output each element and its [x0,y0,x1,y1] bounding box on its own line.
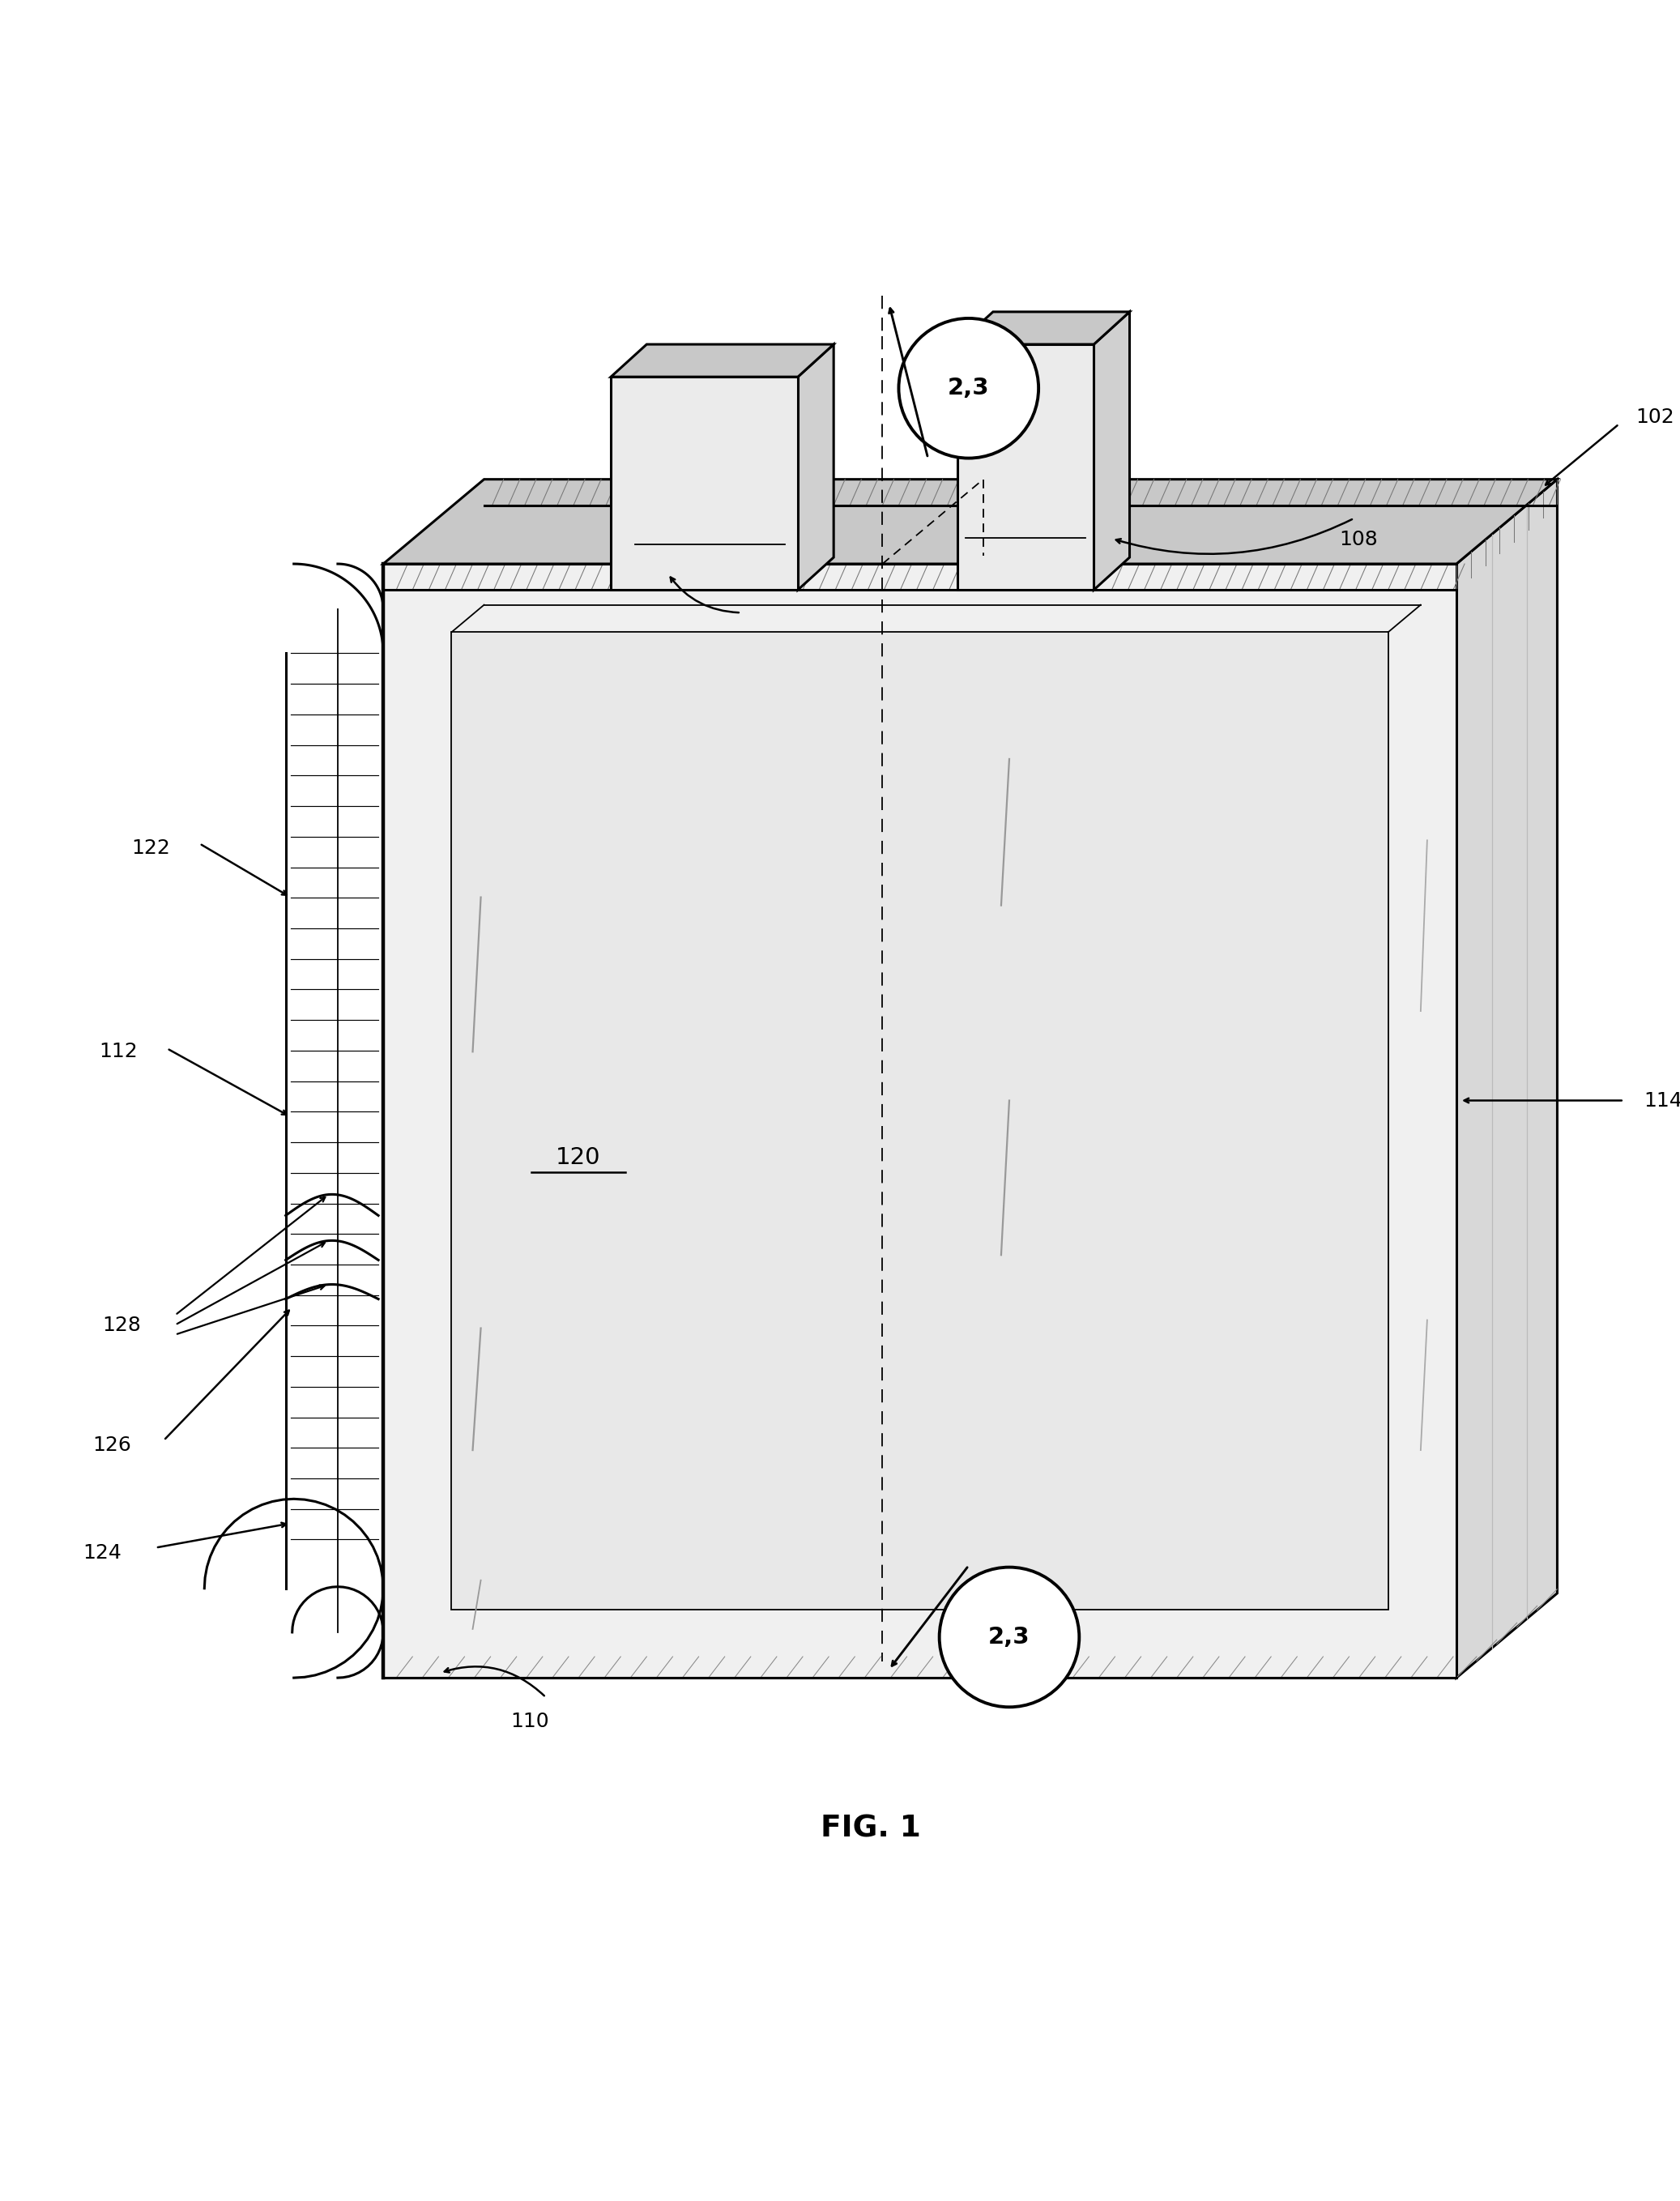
Polygon shape [1457,480,1557,1677]
Polygon shape [452,632,1388,1609]
Polygon shape [612,343,833,376]
Text: 102: 102 [1635,407,1673,427]
Polygon shape [383,480,1557,563]
Text: 122: 122 [131,839,170,858]
Text: 124: 124 [82,1543,121,1563]
Polygon shape [383,563,1457,1677]
Circle shape [939,1567,1079,1708]
Text: 2,3: 2,3 [988,1627,1030,1649]
Text: 114: 114 [1643,1092,1680,1109]
Polygon shape [958,343,1094,590]
Text: 112: 112 [99,1041,138,1061]
Text: 108: 108 [1339,530,1378,550]
Text: 126: 126 [92,1435,131,1455]
Polygon shape [798,343,833,590]
Polygon shape [1094,313,1129,590]
Circle shape [899,319,1038,458]
Text: 120: 120 [556,1147,601,1169]
Text: 2,3: 2,3 [948,376,990,401]
Polygon shape [612,376,798,590]
Text: FIG. 1: FIG. 1 [822,1814,921,1844]
Text: 128: 128 [102,1316,141,1334]
Polygon shape [958,313,1129,343]
Text: 110: 110 [511,1712,549,1732]
Text: 106: 106 [706,627,744,647]
